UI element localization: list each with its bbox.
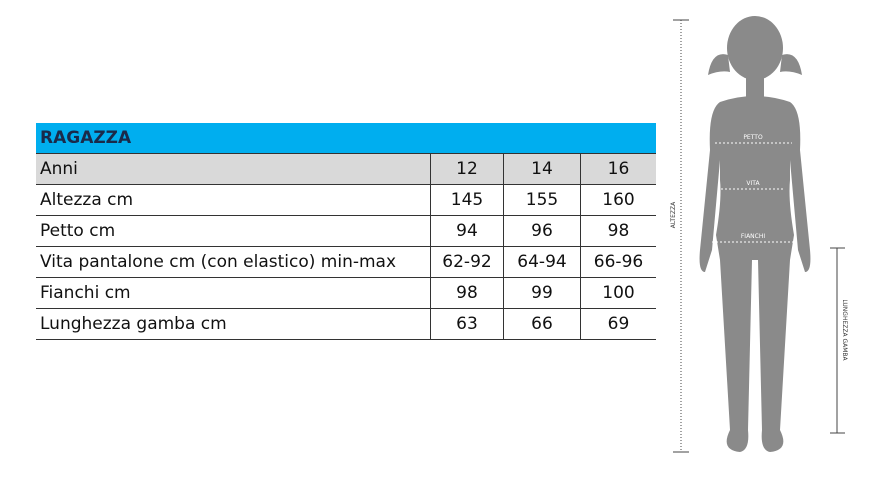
row-label: Altezza cm: [36, 184, 431, 216]
table-row: Vita pantalone cm (con elastico) min-max…: [36, 246, 656, 278]
table-row: Fianchi cm 98 99 100: [36, 277, 656, 309]
girl-silhouette: [699, 16, 811, 452]
vita-label: VITA: [746, 180, 760, 187]
row-cell: 98: [580, 215, 656, 247]
row-cell: 94: [430, 215, 504, 247]
header-cell: 12: [430, 153, 504, 185]
row-cell: 69: [580, 308, 656, 340]
table-title: RAGAZZA: [36, 123, 656, 154]
row-label: Fianchi cm: [36, 277, 431, 309]
row-cell: 99: [503, 277, 581, 309]
table-row: Lunghezza gamba cm 63 66 69: [36, 308, 656, 340]
fianchi-label: FIANCHI: [741, 233, 766, 240]
row-label: Petto cm: [36, 215, 431, 247]
row-label: Lunghezza gamba cm: [36, 308, 431, 340]
row-cell: 64-94: [503, 246, 581, 278]
header-cell: 16: [580, 153, 656, 185]
table-row: Petto cm 94 96 98: [36, 215, 656, 247]
size-table: RAGAZZA Anni 12 14 16 Altezza cm 145 155 16…: [36, 123, 656, 340]
row-cell: 160: [580, 184, 656, 216]
row-cell: 62-92: [430, 246, 504, 278]
petto-label: PETTO: [743, 134, 763, 141]
table-row: Altezza cm 145 155 160: [36, 184, 656, 216]
row-cell: 63: [430, 308, 504, 340]
body-measurement-figure: PETTO VITA FIANCHI ALTEZZA LUNGHEZZA GAM…: [670, 16, 848, 453]
header-row: Anni 12 14 16: [36, 153, 656, 185]
header-label: Anni: [36, 153, 431, 185]
row-cell: 96: [503, 215, 581, 247]
row-label: Vita pantalone cm (con elastico) min-max: [36, 246, 431, 278]
row-cell: 145: [430, 184, 504, 216]
row-cell: 66: [503, 308, 581, 340]
row-cell: 66-96: [580, 246, 656, 278]
row-cell: 155: [503, 184, 581, 216]
header-cell: 14: [503, 153, 581, 185]
gamba-label: LUNGHEZZA GAMBA: [841, 299, 848, 361]
altezza-label: ALTEZZA: [670, 201, 677, 228]
row-cell: 100: [580, 277, 656, 309]
row-cell: 98: [430, 277, 504, 309]
